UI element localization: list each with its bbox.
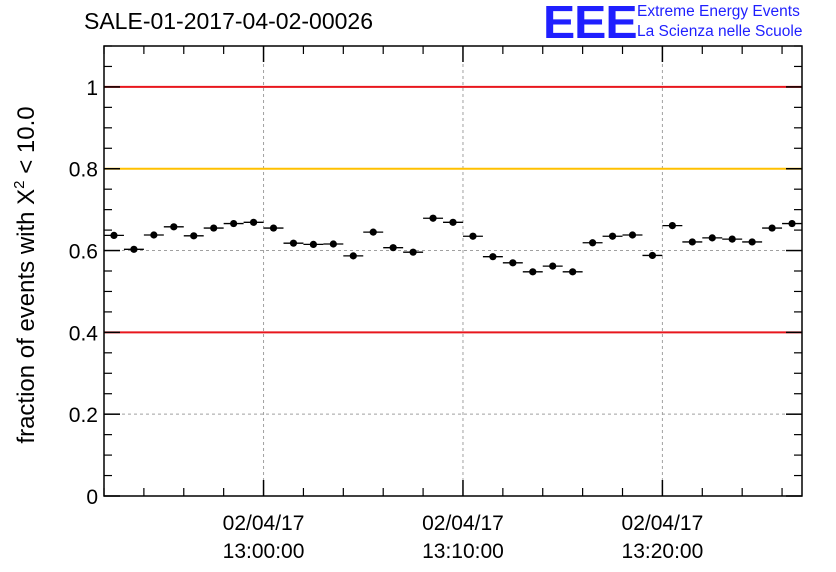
data-point — [742, 238, 763, 246]
data-point — [782, 219, 802, 228]
data-point — [762, 224, 783, 232]
data-point — [462, 232, 483, 240]
reference-lines — [104, 85, 802, 334]
x-tick-label-time: 13:00:00 — [223, 540, 305, 563]
data-marker — [449, 218, 457, 226]
data-point — [383, 244, 404, 252]
grid-layer — [104, 46, 802, 496]
data-point — [642, 251, 663, 260]
data-point — [482, 253, 503, 261]
y-tick-label: 0.4 — [69, 322, 99, 345]
data-point — [522, 268, 543, 276]
y-tick-label: 0.6 — [69, 241, 98, 264]
x-tick-label-time: 13:10:00 — [422, 540, 504, 563]
data-marker — [190, 232, 198, 240]
data-point — [203, 224, 224, 232]
data-marker — [369, 228, 377, 236]
data-marker — [130, 245, 138, 253]
data-marker — [429, 214, 437, 222]
y-tick-label: 0 — [86, 486, 98, 509]
data-marker — [589, 239, 597, 247]
y-axis-label: fraction of events with X2 < 10.0 — [11, 106, 40, 443]
data-marker — [788, 219, 796, 228]
data-marker — [648, 251, 657, 260]
data-marker — [708, 234, 716, 242]
data-point — [123, 245, 144, 253]
data-point — [423, 214, 444, 222]
data-marker — [409, 248, 417, 256]
data-point — [722, 235, 743, 243]
data-point — [303, 240, 324, 249]
x-tick-label-time: 13:20:00 — [622, 540, 704, 563]
data-marker — [569, 268, 577, 276]
y-axis-label-text: fraction of events with — [13, 205, 40, 444]
data-marker — [210, 224, 218, 232]
data-point — [542, 262, 563, 270]
data-marker — [509, 259, 517, 267]
data-point — [403, 248, 424, 256]
logo-line-2: La Scienza nelle Scuole — [637, 23, 803, 40]
data-point — [343, 252, 364, 260]
data-marker — [230, 219, 238, 228]
plot-title: SALE-01-2017-04-02-00026 — [84, 8, 373, 34]
data-point — [562, 268, 583, 276]
data-marker — [289, 239, 298, 247]
data-point — [702, 234, 723, 242]
data-point — [323, 240, 344, 248]
x-tick-label-date: 02/04/17 — [223, 512, 305, 535]
data-marker — [309, 240, 317, 249]
data-point — [443, 218, 463, 226]
data-marker — [110, 231, 118, 240]
data-point — [243, 218, 264, 226]
data-point — [143, 231, 164, 239]
y-axis-label-superscript: 2 — [11, 180, 28, 188]
data-marker — [608, 232, 617, 240]
data-point — [263, 224, 284, 232]
data-point — [223, 219, 244, 228]
data-marker — [349, 252, 357, 260]
y-tick-label: 0.8 — [69, 159, 98, 182]
data-point — [163, 223, 184, 231]
data-point — [104, 231, 124, 240]
data-point — [363, 228, 384, 236]
y-axis-label-chi: X — [13, 189, 40, 205]
data-point — [283, 239, 304, 247]
logo-line-1: Extreme Energy Events — [637, 3, 800, 20]
data-points — [104, 214, 802, 276]
data-marker — [249, 218, 258, 226]
axis-ticks — [103, 45, 802, 497]
data-point — [622, 231, 643, 239]
data-point — [662, 221, 683, 230]
data-marker — [529, 268, 537, 276]
data-point — [682, 238, 703, 246]
tick-labels: 0 0.2 0.4 0.6 0.8 1 02/04/17 13:00:00 02/04/17 13… — [69, 77, 703, 563]
data-marker — [269, 224, 278, 232]
data-point — [582, 239, 603, 247]
data-marker — [170, 223, 178, 231]
data-point — [502, 259, 523, 267]
data-marker — [150, 231, 158, 239]
data-marker — [628, 231, 637, 239]
y-axis-label-threshold: < 10.0 — [13, 106, 40, 180]
data-point — [183, 232, 204, 240]
data-marker — [469, 232, 477, 240]
y-tick-label: 0.2 — [69, 404, 98, 427]
data-point — [602, 232, 623, 240]
data-marker — [688, 238, 696, 246]
data-marker — [768, 224, 776, 232]
x-tick-label-date: 02/04/17 — [422, 512, 504, 535]
data-marker — [389, 244, 397, 252]
data-marker — [668, 221, 676, 230]
data-marker — [748, 238, 756, 246]
data-marker — [728, 235, 736, 243]
data-marker — [329, 240, 337, 248]
x-tick-label-date: 02/04/17 — [622, 512, 704, 535]
logo-mark: EEE — [543, 0, 638, 48]
data-marker — [549, 262, 557, 270]
y-tick-label: 1 — [86, 77, 98, 100]
plot-frame — [103, 45, 803, 497]
data-marker — [489, 253, 497, 261]
